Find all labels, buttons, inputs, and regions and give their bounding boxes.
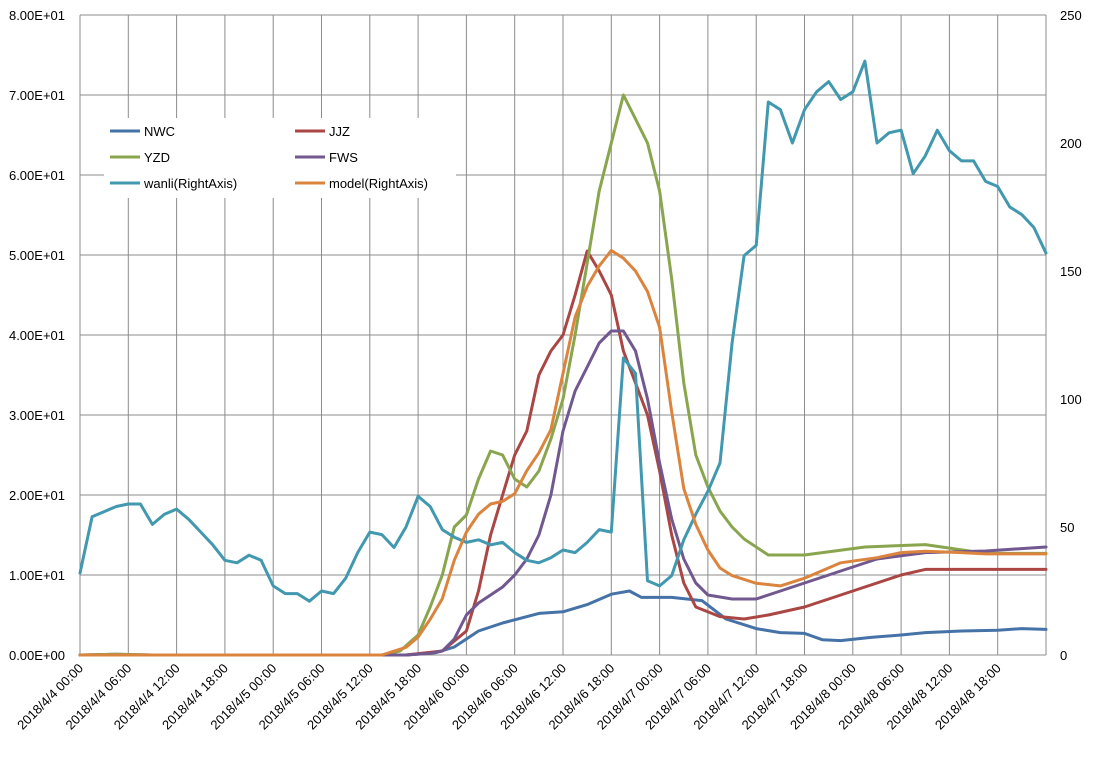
series-line-jjz <box>78 249 1048 657</box>
y-right-tick-label: 100 <box>1060 392 1082 407</box>
y-left-tick-label: 8.00E+01 <box>9 8 65 23</box>
legend-label: NWC <box>144 124 175 139</box>
y-right-tick-label: 150 <box>1060 264 1082 279</box>
legend-label: YZD <box>144 150 170 165</box>
y-right-tick-label: 200 <box>1060 136 1082 151</box>
series-line-model-rightaxis- <box>78 249 1048 657</box>
axes: 0.00E+00 1.00E+01 2.00E+01 3.00E+01 4.00E+01… <box>9 8 1082 732</box>
series-line-wanli-rightaxis- <box>78 59 1048 603</box>
y-left-tick-label: 5.00E+01 <box>9 248 65 263</box>
y-left-tick-label: 7.00E+01 <box>9 88 65 103</box>
y-left-tick-label: 0.00E+00 <box>9 648 65 663</box>
legend-label: JJZ <box>329 124 350 139</box>
y-left-tick-label: 1.00E+01 <box>9 568 65 583</box>
series-line-nwc <box>78 589 1048 657</box>
series-line-fws <box>78 329 1048 657</box>
plot-area <box>78 59 1048 657</box>
y-right-tick-label: 0 <box>1060 648 1067 663</box>
legend-label: model(RightAxis) <box>329 176 428 191</box>
y-right-tick-label: 250 <box>1060 8 1082 23</box>
y-left-tick-label: 6.00E+01 <box>9 168 65 183</box>
y-right-tick-label: 50 <box>1060 520 1074 535</box>
legend-box <box>104 118 456 198</box>
series-line-yzd <box>78 93 1048 657</box>
y-left-tick-label: 3.00E+01 <box>9 408 65 423</box>
y-left-tick-label: 4.00E+01 <box>9 328 65 343</box>
legend: NWC JJZ YZD FWS wanli(RightAxis) model(RightA… <box>104 118 456 198</box>
legend-label: FWS <box>329 150 358 165</box>
y-left-tick-label: 2.00E+01 <box>9 488 65 503</box>
legend-label: wanli(RightAxis) <box>143 176 237 191</box>
